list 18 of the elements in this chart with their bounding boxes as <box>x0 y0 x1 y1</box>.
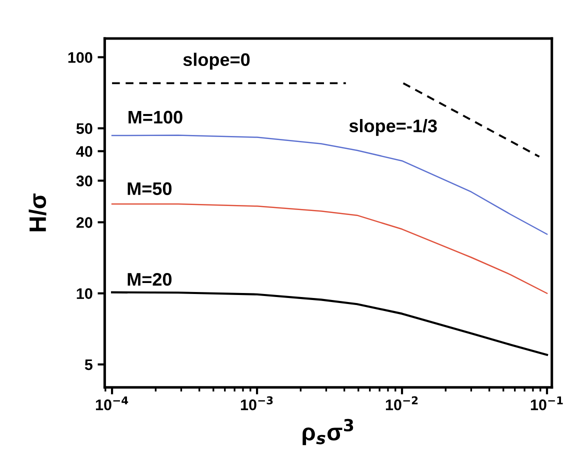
annotation: M=100 <box>128 110 182 124</box>
annotation: slope=0 <box>183 52 250 70</box>
x-tick-label: 10$^{−1}$ <box>530 396 563 410</box>
y-tick-label: 40 <box>76 146 92 157</box>
y-tick-label: 30 <box>76 176 92 186</box>
annotation: M=50 <box>128 182 172 196</box>
y-axis-title: H/σ <box>28 193 46 232</box>
annotation: slope=-1/3 <box>349 119 437 136</box>
y-tick-label: 50 <box>76 123 92 134</box>
y-tick-label: 20 <box>76 217 92 228</box>
annotation: M=20 <box>128 272 172 286</box>
y-tick-label: 10 <box>76 288 92 300</box>
x-tick-label: 10$^{−2}$ <box>386 396 418 410</box>
y-tick-label: 100 <box>68 52 92 63</box>
y-tick-label: 5 <box>84 359 92 370</box>
x-axis-title: ρ$_{s}$σ$^{3}$ <box>302 418 354 446</box>
x-tick-label: 10$^{−4}$ <box>96 396 128 410</box>
x-tick-label: 10$^{−3}$ <box>240 396 273 410</box>
